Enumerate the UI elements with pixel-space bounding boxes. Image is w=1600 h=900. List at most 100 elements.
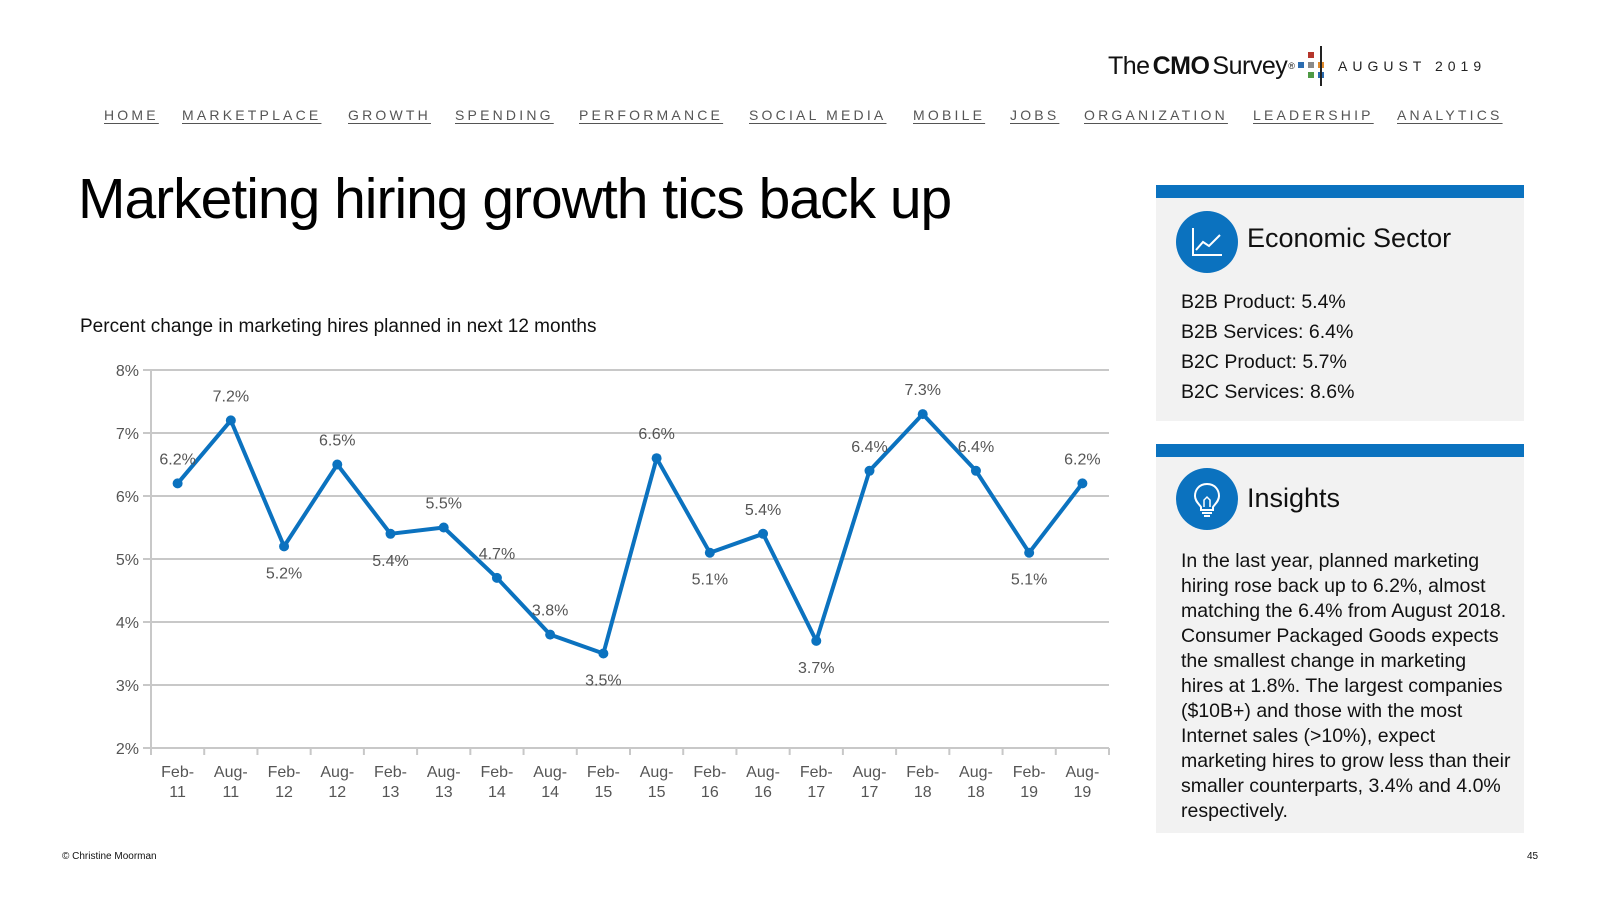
page-title: Marketing hiring growth tics back up xyxy=(78,167,952,231)
logo-cmo: CMO xyxy=(1152,51,1210,80)
copyright: © Christine Moorman xyxy=(62,851,157,862)
x-tick-label: Feb- xyxy=(587,764,620,781)
list-item: B2B Product: 5.4% xyxy=(1181,291,1346,313)
data-label: 5.5% xyxy=(425,496,461,513)
x-tick-label: Aug- xyxy=(214,764,248,781)
x-tick-label: 17 xyxy=(861,784,879,801)
data-point xyxy=(438,522,449,533)
data-point xyxy=(758,528,769,539)
data-point xyxy=(225,415,236,426)
card-heading: Economic Sector xyxy=(1247,223,1452,253)
x-tick-label: Feb- xyxy=(161,764,194,781)
logo-the: The xyxy=(1108,51,1150,80)
nav-performance[interactable]: PERFORMANCE xyxy=(579,107,724,123)
list-item: B2C Product: 5.7% xyxy=(1181,351,1347,373)
x-tick-label: Feb- xyxy=(480,764,513,781)
data-label: 6.2% xyxy=(159,451,195,468)
x-tick-label: Aug- xyxy=(320,764,354,781)
x-tick-label: 17 xyxy=(807,784,825,801)
data-point xyxy=(704,547,715,558)
series-line xyxy=(176,412,1084,656)
nav-home[interactable]: HOME xyxy=(104,107,159,123)
nav-spending[interactable]: SPENDING xyxy=(455,107,554,123)
x-tick-label: Aug- xyxy=(1065,764,1099,781)
insights-text: In the last year, planned marketing hiri… xyxy=(1181,550,1511,822)
data-label: 6.6% xyxy=(638,426,674,443)
data-point xyxy=(651,453,662,464)
x-tick-label: 12 xyxy=(328,784,346,801)
nav-leadership[interactable]: LEADERSHIP xyxy=(1253,107,1374,123)
logo-survey: Survey xyxy=(1212,51,1288,80)
data-point xyxy=(491,572,502,583)
list-item: B2C Services: 8.6% xyxy=(1181,381,1355,403)
x-tick-label: Aug- xyxy=(533,764,567,781)
data-label: 5.4% xyxy=(372,553,408,570)
data-label: 7.3% xyxy=(904,382,940,399)
card-accent-bar xyxy=(1156,185,1524,198)
data-point xyxy=(332,459,343,470)
data-label: 5.2% xyxy=(266,565,302,582)
data-label: 5.1% xyxy=(1011,572,1047,589)
data-label: 6.4% xyxy=(958,439,994,456)
x-tick-label: 12 xyxy=(275,784,293,801)
data-point xyxy=(545,629,556,640)
nav-analytics[interactable]: ANALYTICS xyxy=(1397,107,1503,123)
nav-social-media[interactable]: SOCIAL MEDIA xyxy=(749,107,887,123)
x-tick-label: 13 xyxy=(435,784,453,801)
x-tick-label: Feb- xyxy=(800,764,833,781)
x-tick-label: 14 xyxy=(488,784,506,801)
card-accent-bar xyxy=(1156,444,1524,457)
y-tick-label: 4% xyxy=(116,615,139,632)
data-point xyxy=(172,478,183,489)
x-tick-label: 19 xyxy=(1020,784,1038,801)
y-tick-label: 7% xyxy=(116,426,139,443)
data-label: 4.7% xyxy=(479,546,515,563)
data-label: 5.4% xyxy=(745,502,781,519)
data-label: 7.2% xyxy=(213,388,249,405)
x-tick-label: 15 xyxy=(594,784,612,801)
nav-organization[interactable]: ORGANIZATION xyxy=(1084,107,1228,123)
data-label: 3.8% xyxy=(532,603,568,620)
x-tick-label: 11 xyxy=(169,784,186,801)
x-tick-label: 14 xyxy=(541,784,559,801)
data-point xyxy=(598,648,609,659)
data-point xyxy=(1024,547,1035,558)
data-label: 3.5% xyxy=(585,673,621,690)
y-tick-label: 3% xyxy=(116,678,139,695)
data-point xyxy=(385,528,396,539)
line-chart: 2% 3% 4% 5% 6% 7% 8% Feb- 11 Aug- 11 Feb- 12 Aug- 12 Fe… xyxy=(116,363,1110,801)
logo-registered-mark: ® xyxy=(1288,61,1295,71)
page-number: 45 xyxy=(1527,851,1539,862)
logo-dots-icon xyxy=(1297,51,1332,81)
y-tick-label: 6% xyxy=(116,489,139,506)
nav-growth[interactable]: GROWTH xyxy=(348,107,431,123)
list-item: B2B Services: 6.4% xyxy=(1181,321,1354,343)
nav-jobs[interactable]: JOBS xyxy=(1010,107,1060,123)
x-tick-label: Aug- xyxy=(427,764,461,781)
data-label: 6.5% xyxy=(319,433,355,450)
data-label: 5.1% xyxy=(692,572,728,589)
y-tick-label: 8% xyxy=(116,363,139,380)
x-tick-label: Aug- xyxy=(959,764,993,781)
x-tick-label: Feb- xyxy=(374,764,407,781)
data-label: 3.7% xyxy=(798,660,834,677)
x-tick-label: 18 xyxy=(967,784,985,801)
x-tick-label: 18 xyxy=(914,784,932,801)
x-tick-label: 13 xyxy=(382,784,400,801)
data-label: 6.2% xyxy=(1064,451,1100,468)
chart-title: Percent change in marketing hires planne… xyxy=(80,316,597,337)
y-tick-label: 5% xyxy=(116,552,139,569)
x-tick-label: Feb- xyxy=(268,764,301,781)
y-tick-label: 2% xyxy=(116,741,139,758)
card-heading: Insights xyxy=(1247,483,1341,513)
cmo-survey-logo: The CMO Survey ® xyxy=(1108,48,1332,84)
nav-mobile[interactable]: MOBILE xyxy=(913,107,986,123)
nav-marketplace[interactable]: MARKETPLACE xyxy=(182,107,322,123)
economic-sector-card: Economic Sector B2B Product: 5.4% B2B Se… xyxy=(1156,185,1524,421)
data-label: 6.4% xyxy=(851,439,887,456)
x-tick-label: 11 xyxy=(223,784,240,801)
x-tick-label: 16 xyxy=(754,784,772,801)
data-point xyxy=(279,541,290,552)
x-tick-label: Aug- xyxy=(746,764,780,781)
x-tick-label: 15 xyxy=(648,784,666,801)
